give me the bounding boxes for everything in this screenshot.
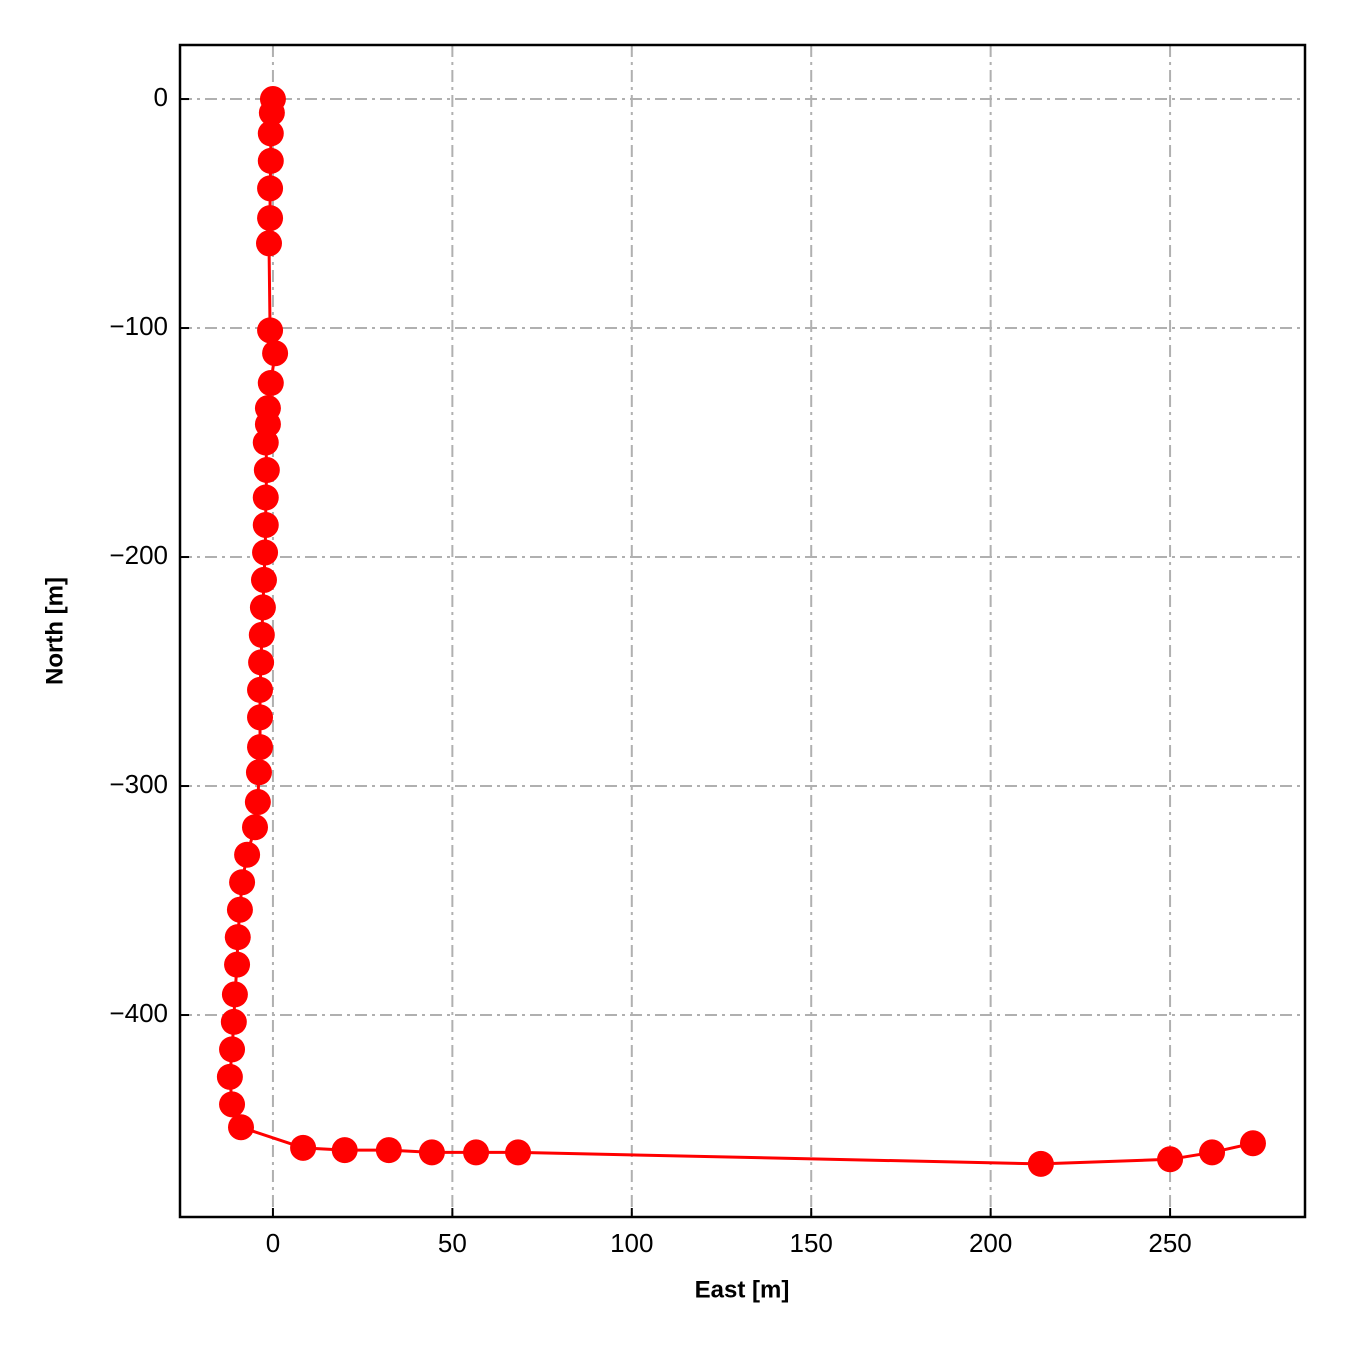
marker [1027,1150,1054,1177]
marker [257,317,284,344]
y-tick-label: −400 [109,998,168,1028]
marker [252,539,279,566]
y-tick-label: −200 [109,540,168,570]
marker [418,1139,445,1166]
x-tick-label: 100 [610,1228,653,1258]
marker [252,484,279,511]
marker [249,594,276,621]
x-tick-label: 50 [438,1228,467,1258]
marker [219,1091,246,1118]
marker [290,1134,317,1161]
marker [219,1036,246,1063]
marker [245,759,272,786]
marker [224,924,251,951]
plot-frame [178,43,1307,1219]
x-tick-label: 150 [790,1228,833,1258]
marker [229,869,256,896]
marker [257,147,284,174]
marker [257,175,284,202]
y-tick-label: −100 [109,311,168,341]
marker [262,340,289,367]
marker [250,566,277,593]
marker [248,621,275,648]
marker [255,230,282,257]
marker [463,1139,490,1166]
x-axis-label: East [m] [695,1276,790,1303]
marker [242,814,268,841]
y-tick-label: 0 [154,82,168,112]
marker [505,1139,532,1166]
marker [257,205,284,232]
marker [216,1063,243,1090]
y-tick-label: −300 [109,769,168,799]
marker [228,1114,255,1141]
x-tick-label: 250 [1148,1228,1191,1258]
marker [1199,1139,1226,1166]
marker [247,676,274,703]
x-tick-label: 0 [266,1228,280,1258]
marker [247,704,274,731]
marker [226,896,253,923]
marker [252,511,279,538]
marker [221,981,248,1008]
marker [248,649,275,676]
marker [220,1008,247,1035]
x-tick-label: 200 [969,1228,1012,1258]
marker [244,789,271,816]
marker [375,1137,402,1164]
series-line [228,98,1254,1166]
marker [252,429,279,456]
marker [331,1137,358,1164]
marker [257,369,284,396]
marker [234,841,261,868]
marker [253,457,280,484]
marker [257,120,284,147]
marker [1239,1130,1266,1157]
marker [1157,1146,1184,1173]
marker [258,99,285,126]
marker [224,951,251,978]
y-axis-label: North [m] [41,577,68,685]
marker [247,734,274,761]
